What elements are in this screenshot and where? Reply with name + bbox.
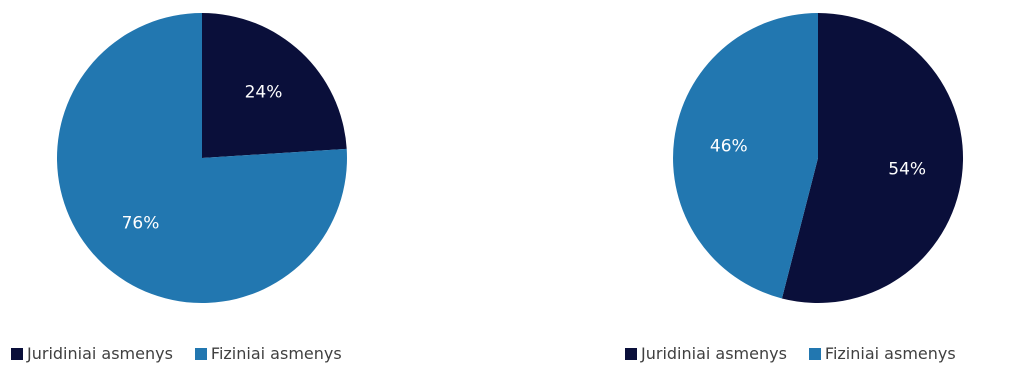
slice-fiziniai (56, 12, 347, 304)
slice-juridiniai (202, 13, 347, 158)
legend-item-juridiniai: Juridiniai asmenys (11, 344, 173, 363)
legend-label-juridiniai: Juridiniai asmenys (641, 344, 787, 363)
slice-juridiniai (781, 12, 964, 303)
legend-chart-2: Juridiniai asmenys Fiziniai asmenys (625, 344, 956, 363)
legend-swatch-fiziniai (194, 347, 207, 360)
legend-label-juridiniai: Juridiniai asmenys (27, 344, 173, 363)
data-label-fiziniai: 76% (122, 214, 160, 234)
slice-fiziniai (673, 13, 818, 299)
data-label-fiziniai: 46% (710, 137, 748, 157)
data-label-juridiniai: 54% (888, 159, 926, 179)
legend-swatch-fiziniai (808, 347, 821, 360)
legend-label-fiziniai: Fiziniai asmenys (824, 344, 956, 363)
data-label-juridiniai: 24% (245, 83, 283, 103)
legend-item-juridiniai: Juridiniai asmenys (625, 344, 787, 363)
legend-item-fiziniai: Fiziniai asmenys (194, 344, 342, 363)
pie-chart-1: 24% 76% (56, 12, 347, 304)
legend-chart-1: Juridiniai asmenys Fiziniai asmenys (11, 344, 342, 363)
legend-swatch-juridiniai (625, 347, 637, 360)
pie-chart-2: 54% 46% (673, 12, 964, 303)
legend-swatch-juridiniai (11, 347, 23, 360)
legend-label-fiziniai: Fiziniai asmenys (210, 344, 342, 363)
legend-item-fiziniai: Fiziniai asmenys (808, 344, 956, 363)
